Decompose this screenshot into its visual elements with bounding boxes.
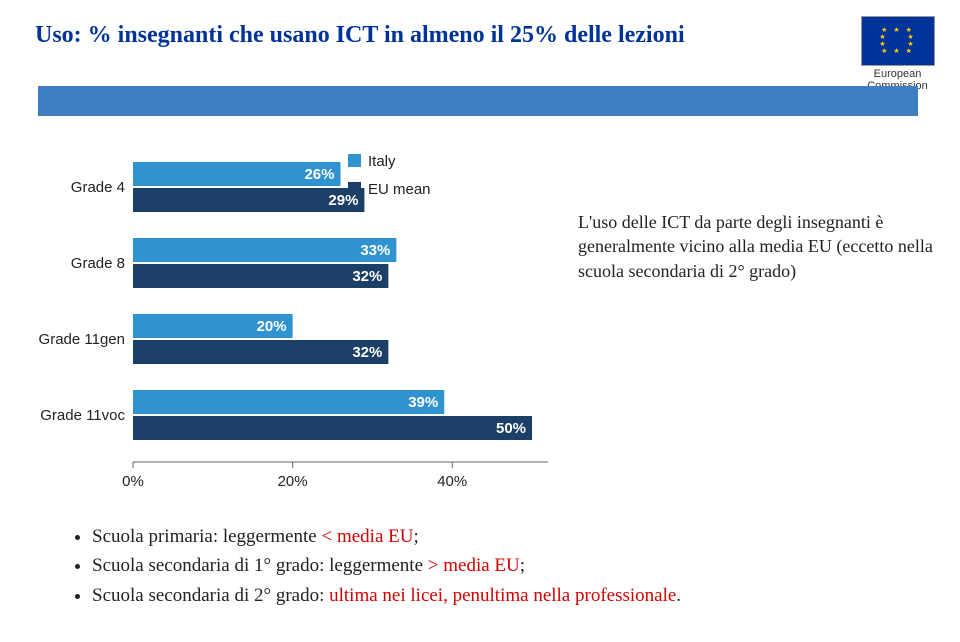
- svg-text:0%: 0%: [122, 473, 144, 490]
- svg-text:32%: 32%: [352, 268, 382, 285]
- svg-text:Italy: Italy: [368, 153, 396, 170]
- bullet-3: Scuola secondaria di 2° grado: ultima ne…: [92, 581, 920, 610]
- svg-text:33%: 33%: [360, 242, 390, 259]
- svg-text:Grade 11voc: Grade 11voc: [40, 407, 125, 424]
- svg-text:40%: 40%: [437, 473, 467, 490]
- svg-text:20%: 20%: [278, 473, 308, 490]
- bullet-1: Scuola primaria: leggermente < media EU;: [92, 522, 920, 551]
- svg-text:26%: 26%: [304, 166, 334, 183]
- svg-text:20%: 20%: [257, 318, 287, 335]
- svg-text:39%: 39%: [408, 394, 438, 411]
- b3-pre: Scuola secondaria di 2° grado:: [92, 585, 329, 606]
- b1-pre: Scuola primaria: leggermente: [92, 526, 322, 547]
- b1-red: < media EU: [322, 526, 414, 547]
- svg-text:EU mean: EU mean: [368, 181, 431, 198]
- svg-text:32%: 32%: [352, 344, 382, 361]
- bullet-2: Scuola secondaria di 1° grado: leggermen…: [92, 551, 920, 580]
- b3-post: .: [676, 585, 681, 606]
- b2-post: ;: [520, 555, 525, 576]
- b3-red: ultima nei licei, penultima nella profes…: [329, 585, 676, 606]
- ict-usage-chart: Grade 426%29%Grade 833%32%Grade 11gen20%…: [38, 136, 558, 496]
- svg-text:Grade 4: Grade 4: [71, 179, 125, 196]
- european-commission-logo: ★ ★ ★★ ★★ ★★ ★ ★ European Commission: [850, 16, 945, 92]
- b2-red: > media EU: [428, 555, 520, 576]
- ec-line1: European: [874, 68, 922, 80]
- svg-text:50%: 50%: [496, 420, 526, 437]
- side-description: L'uso delle ICT da parte degli insegnant…: [578, 210, 943, 283]
- decorative-band: [38, 86, 918, 116]
- summary-bullets: Scuola primaria: leggermente < media EU;…: [70, 522, 920, 610]
- b1-post: ;: [413, 526, 418, 547]
- eu-flag-icon: ★ ★ ★★ ★★ ★★ ★ ★: [861, 16, 935, 66]
- page-title: Uso: % insegnanti che usano ICT in almen…: [35, 22, 685, 49]
- svg-text:Grade 8: Grade 8: [71, 255, 125, 272]
- b2-pre: Scuola secondaria di 1° grado: leggermen…: [92, 555, 428, 576]
- svg-text:Grade 11gen: Grade 11gen: [39, 331, 125, 348]
